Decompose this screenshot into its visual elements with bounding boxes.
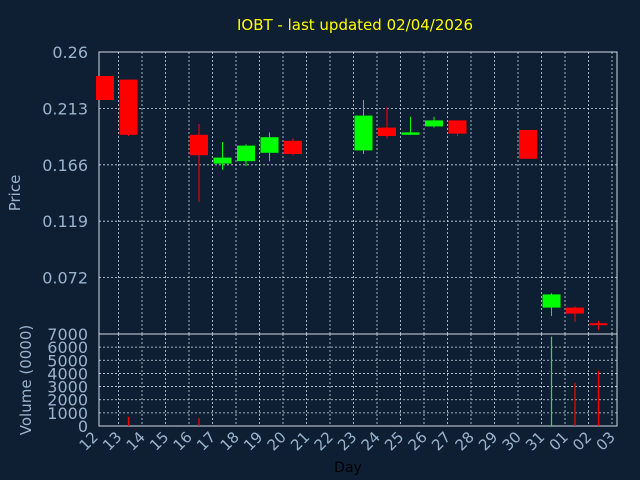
volume-panel-border bbox=[98, 333, 618, 427]
candle-body bbox=[448, 120, 467, 134]
volume-tick-label: 7000 bbox=[47, 325, 88, 344]
volume-tick-label: 0 bbox=[78, 417, 88, 436]
price-tick-label: 0.26 bbox=[52, 43, 88, 62]
x-axis: 1213141516171819202122232425262728293031… bbox=[76, 428, 619, 454]
candle-body bbox=[354, 115, 373, 151]
x-tick-label: 16 bbox=[170, 428, 196, 454]
x-tick-label: 18 bbox=[217, 428, 243, 454]
volume-tick-label: 6000 bbox=[47, 338, 88, 357]
price-tick-label: 0.166 bbox=[42, 156, 88, 175]
x-tick-label: 31 bbox=[522, 428, 548, 454]
candles bbox=[96, 76, 608, 331]
x-tick-label: 03 bbox=[593, 428, 619, 454]
candle-body bbox=[190, 134, 208, 156]
candle-body bbox=[213, 157, 232, 164]
volume-tick-label: 2000 bbox=[47, 391, 88, 410]
volume-panel-frame bbox=[98, 333, 618, 427]
candle-body bbox=[401, 132, 420, 135]
price-panel-border bbox=[98, 51, 618, 335]
x-tick-label: 30 bbox=[499, 428, 525, 454]
chart-title: IOBT - last updated 02/04/2026 bbox=[237, 16, 473, 34]
x-tick-label: 29 bbox=[475, 428, 501, 454]
x-tick-label: 19 bbox=[240, 428, 266, 454]
x-tick-label: 23 bbox=[334, 428, 360, 454]
volume-bars bbox=[127, 336, 600, 426]
price-panel-frame bbox=[98, 51, 618, 335]
x-tick-label: 14 bbox=[123, 428, 149, 454]
price-y-axis: 0.26 0.213 0.166 0.119 0.072 bbox=[42, 43, 88, 288]
candle-body bbox=[378, 127, 396, 136]
price-grid bbox=[99, 51, 617, 334]
x-tick-label: 13 bbox=[99, 428, 125, 454]
candle-body bbox=[119, 79, 138, 135]
x-tick-label: 27 bbox=[428, 428, 454, 454]
candle-body bbox=[589, 323, 608, 326]
x-tick-label: 17 bbox=[193, 428, 219, 454]
candle-body bbox=[284, 140, 302, 154]
candle-body bbox=[260, 137, 279, 153]
volume-axis-label: Volume (0000) bbox=[17, 325, 35, 435]
candle-body bbox=[96, 76, 114, 100]
candle-body bbox=[519, 130, 537, 159]
price-tick-label: 0.213 bbox=[42, 99, 88, 118]
x-axis-label: Day bbox=[334, 460, 362, 476]
candle-body bbox=[425, 120, 443, 127]
x-tick-label: 21 bbox=[287, 428, 313, 454]
candle-body bbox=[237, 145, 255, 162]
x-tick-label: 22 bbox=[311, 428, 337, 454]
x-tick-label: 24 bbox=[358, 428, 384, 454]
x-tick-label: 25 bbox=[381, 428, 407, 454]
x-tick-label: 28 bbox=[452, 428, 478, 454]
x-tick-label: 15 bbox=[146, 428, 172, 454]
x-tick-label: 02 bbox=[569, 428, 595, 454]
x-tick-label: 26 bbox=[405, 428, 431, 454]
volume-tick-label: 4000 bbox=[47, 364, 88, 383]
price-tick-label: 0.119 bbox=[42, 212, 88, 231]
volume-tick-label: 3000 bbox=[47, 378, 88, 397]
x-tick-label: 20 bbox=[264, 428, 290, 454]
volume-grid bbox=[99, 333, 617, 427]
volume-tick-label: 1000 bbox=[47, 404, 88, 423]
price-tick-label: 0.072 bbox=[42, 269, 88, 288]
candle-body bbox=[542, 294, 561, 308]
x-tick-label: 01 bbox=[546, 428, 572, 454]
candle-body bbox=[566, 307, 584, 314]
volume-tick-label: 5000 bbox=[47, 351, 88, 370]
price-axis-label: Price bbox=[6, 175, 24, 212]
